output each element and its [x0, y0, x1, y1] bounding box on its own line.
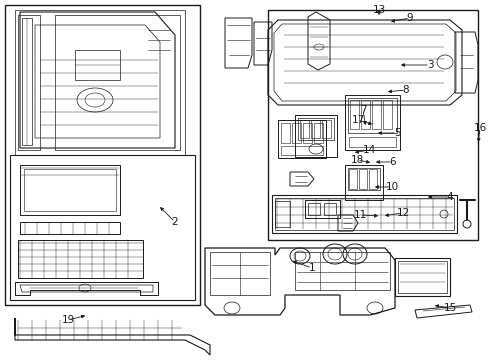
Bar — [395, 258, 450, 296]
Text: 15: 15 — [443, 303, 457, 313]
Text: 6: 6 — [390, 157, 396, 167]
Bar — [350, 100, 359, 129]
Bar — [348, 98, 397, 133]
Text: 16: 16 — [473, 123, 487, 133]
Text: 1: 1 — [309, 263, 315, 273]
Bar — [10, 155, 195, 300]
Bar — [20, 165, 120, 215]
Bar — [372, 100, 381, 129]
Text: 17: 17 — [351, 115, 365, 125]
Text: 9: 9 — [407, 13, 413, 23]
Text: 8: 8 — [403, 85, 409, 95]
Bar — [292, 123, 301, 143]
Bar — [348, 168, 380, 190]
Bar — [275, 198, 454, 230]
Text: 4: 4 — [447, 192, 453, 202]
Bar — [18, 240, 143, 278]
Bar — [5, 5, 200, 305]
Text: 14: 14 — [363, 145, 376, 155]
Bar — [298, 118, 334, 140]
Bar — [383, 100, 392, 129]
Bar — [349, 169, 357, 189]
Bar — [324, 203, 336, 215]
Bar — [300, 120, 309, 138]
Text: 13: 13 — [372, 5, 386, 15]
Text: 5: 5 — [393, 128, 400, 138]
Bar — [281, 123, 290, 143]
Text: 3: 3 — [427, 60, 433, 70]
Bar — [345, 165, 383, 200]
Bar — [369, 169, 377, 189]
Text: 11: 11 — [353, 210, 367, 220]
Text: 2: 2 — [172, 217, 178, 227]
Bar — [398, 261, 447, 293]
Bar — [311, 120, 320, 138]
Bar — [308, 203, 320, 215]
Bar — [345, 95, 400, 150]
Text: 7: 7 — [360, 105, 367, 115]
Bar — [272, 195, 457, 233]
Bar — [361, 100, 370, 129]
Bar — [314, 123, 323, 143]
Bar — [322, 120, 331, 138]
Text: 19: 19 — [61, 315, 74, 325]
Bar — [305, 200, 340, 218]
Bar — [24, 169, 116, 211]
Bar — [295, 115, 337, 157]
Text: 18: 18 — [350, 155, 364, 165]
Bar — [303, 123, 312, 143]
Bar — [349, 137, 396, 147]
Text: 10: 10 — [386, 182, 398, 192]
Text: 12: 12 — [396, 208, 410, 218]
Bar — [359, 169, 367, 189]
Bar — [268, 10, 478, 240]
Bar — [278, 120, 326, 158]
Bar — [281, 146, 323, 155]
